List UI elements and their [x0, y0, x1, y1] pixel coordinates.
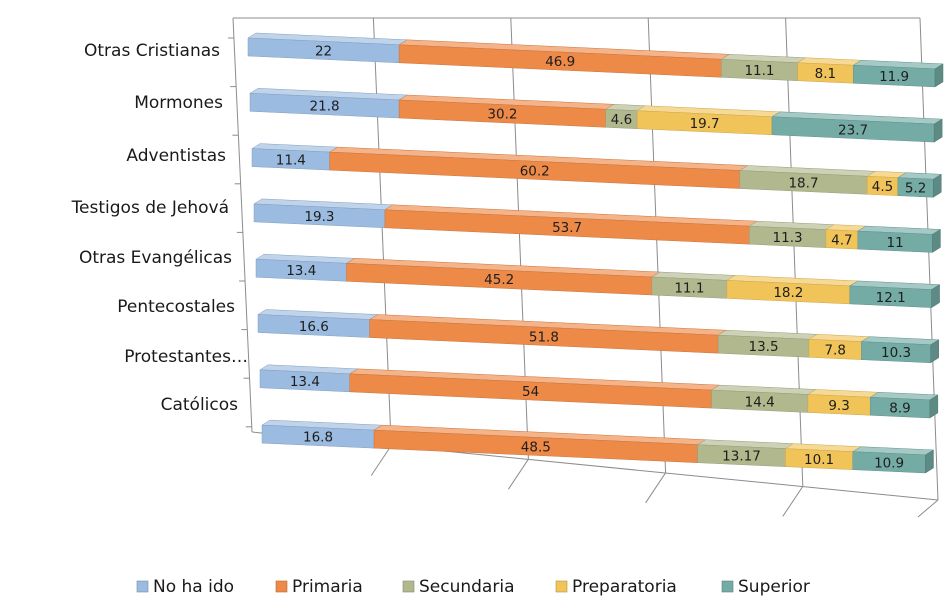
data-label: 11.3: [773, 230, 803, 246]
data-label: 19.3: [304, 209, 334, 225]
data-label: 21.8: [310, 99, 340, 115]
data-label: 22: [315, 43, 332, 59]
bar-row-5: [257, 309, 940, 364]
bars-layer: [247, 32, 944, 474]
bar-row-4: [255, 253, 941, 309]
legend-label: Secundaria: [419, 577, 514, 597]
data-label: 30.2: [487, 107, 517, 123]
data-label: 23.7: [838, 122, 868, 138]
data-label: 16.8: [303, 430, 333, 446]
data-label: 11.1: [674, 281, 704, 297]
data-label: 45.2: [484, 272, 514, 288]
data-label: 13.17: [722, 449, 761, 465]
floor-tick-20: [370, 445, 392, 476]
labels-layer: 22 46.9 11.1 8.1 11.9 21.8 30.2 4.6 19.7 23.7 11.4…: [276, 43, 927, 471]
category-label: Mormones: [134, 93, 223, 113]
floor-tick-60: [645, 472, 667, 504]
bar-row-6: [259, 364, 939, 419]
data-label: 4.7: [831, 232, 852, 248]
data-label: 4.5: [872, 179, 893, 195]
data-label: 11: [887, 235, 904, 251]
bar-end-cap: [933, 118, 943, 143]
data-label: 60.2: [520, 163, 550, 179]
legend-swatch: [275, 580, 288, 593]
back-wall-right-edge: [919, 17, 939, 501]
category-label: Adventistas: [126, 146, 226, 166]
floor-tick-40: [507, 458, 529, 490]
data-label: 19.7: [690, 116, 720, 132]
data-label: 11.4: [276, 152, 306, 168]
floor-tick-100: [917, 499, 939, 518]
legend-swatch: [402, 580, 415, 593]
legend-swatch: [555, 580, 568, 593]
legend: No ha ido Primaria Secundaria Preparatoria S…: [136, 577, 810, 597]
data-label: 4.6: [611, 112, 632, 128]
bar-end-cap: [930, 339, 939, 364]
data-label: 7.8: [824, 342, 845, 358]
floor-tick-80: [782, 486, 804, 517]
legend-item: Superior: [721, 577, 810, 597]
data-label: 53.7: [552, 220, 582, 236]
bar-end-cap: [925, 449, 934, 474]
data-label: 8.9: [889, 401, 910, 417]
data-label: 14.4: [745, 394, 775, 410]
legend-item: Secundaria: [402, 577, 514, 597]
data-label: 13.4: [286, 263, 316, 279]
legend-item: Preparatoria: [555, 577, 677, 597]
data-label: 46.9: [545, 54, 575, 70]
legend-swatch: [721, 580, 734, 593]
bar-end-cap: [933, 173, 942, 198]
data-label: 13.4: [290, 374, 320, 390]
bar-row-2: [251, 143, 943, 198]
bar-row-0: [247, 32, 944, 88]
bar-end-cap: [929, 394, 939, 419]
data-label: 11.9: [879, 69, 909, 85]
data-label: 8.1: [815, 66, 836, 82]
category-axis: Otras Cristianas Mormones Adventistas Testi…: [71, 41, 248, 415]
data-label: 9.3: [828, 398, 849, 414]
data-label: 51.8: [529, 329, 559, 345]
bar-row-3: [253, 198, 942, 253]
legend-label: No ha ido: [153, 577, 234, 597]
data-label: 13.5: [749, 339, 779, 355]
legend-item: Primaria: [275, 577, 363, 597]
data-label: 11.1: [744, 63, 774, 79]
category-label: Otras Cristianas: [84, 41, 220, 61]
legend-item: No ha ido: [136, 577, 234, 597]
bar-row-1: [249, 88, 943, 143]
legend-label: Superior: [738, 577, 810, 597]
legend-swatch: [136, 580, 149, 593]
data-label: 18.2: [773, 285, 803, 301]
data-label: 5.2: [905, 180, 926, 196]
data-label: 16.6: [299, 319, 329, 335]
data-label: 12.1: [876, 290, 906, 306]
category-label: Protestantes…: [124, 347, 248, 367]
data-label: 10.9: [874, 455, 904, 471]
legend-label: Preparatoria: [572, 577, 677, 597]
category-label: Pentecostales: [117, 297, 235, 317]
bar-end-cap: [934, 63, 944, 88]
data-label: 48.5: [521, 439, 551, 455]
data-label: 10.3: [881, 345, 911, 361]
back-wall-left-edge: [232, 17, 253, 433]
bar-end-cap: [931, 284, 940, 309]
category-label: Otras Evangélicas: [79, 248, 232, 268]
data-label: 18.7: [788, 175, 818, 191]
bar-end-cap: [932, 228, 941, 253]
data-label: 10.1: [804, 452, 834, 468]
legend-label: Primaria: [292, 577, 363, 597]
bar-row-7: [261, 419, 935, 474]
gridline-80: [785, 17, 804, 487]
data-label: 54: [522, 384, 539, 400]
category-label: Católicos: [161, 395, 239, 415]
category-label: Testigos de Jehová: [71, 198, 229, 218]
